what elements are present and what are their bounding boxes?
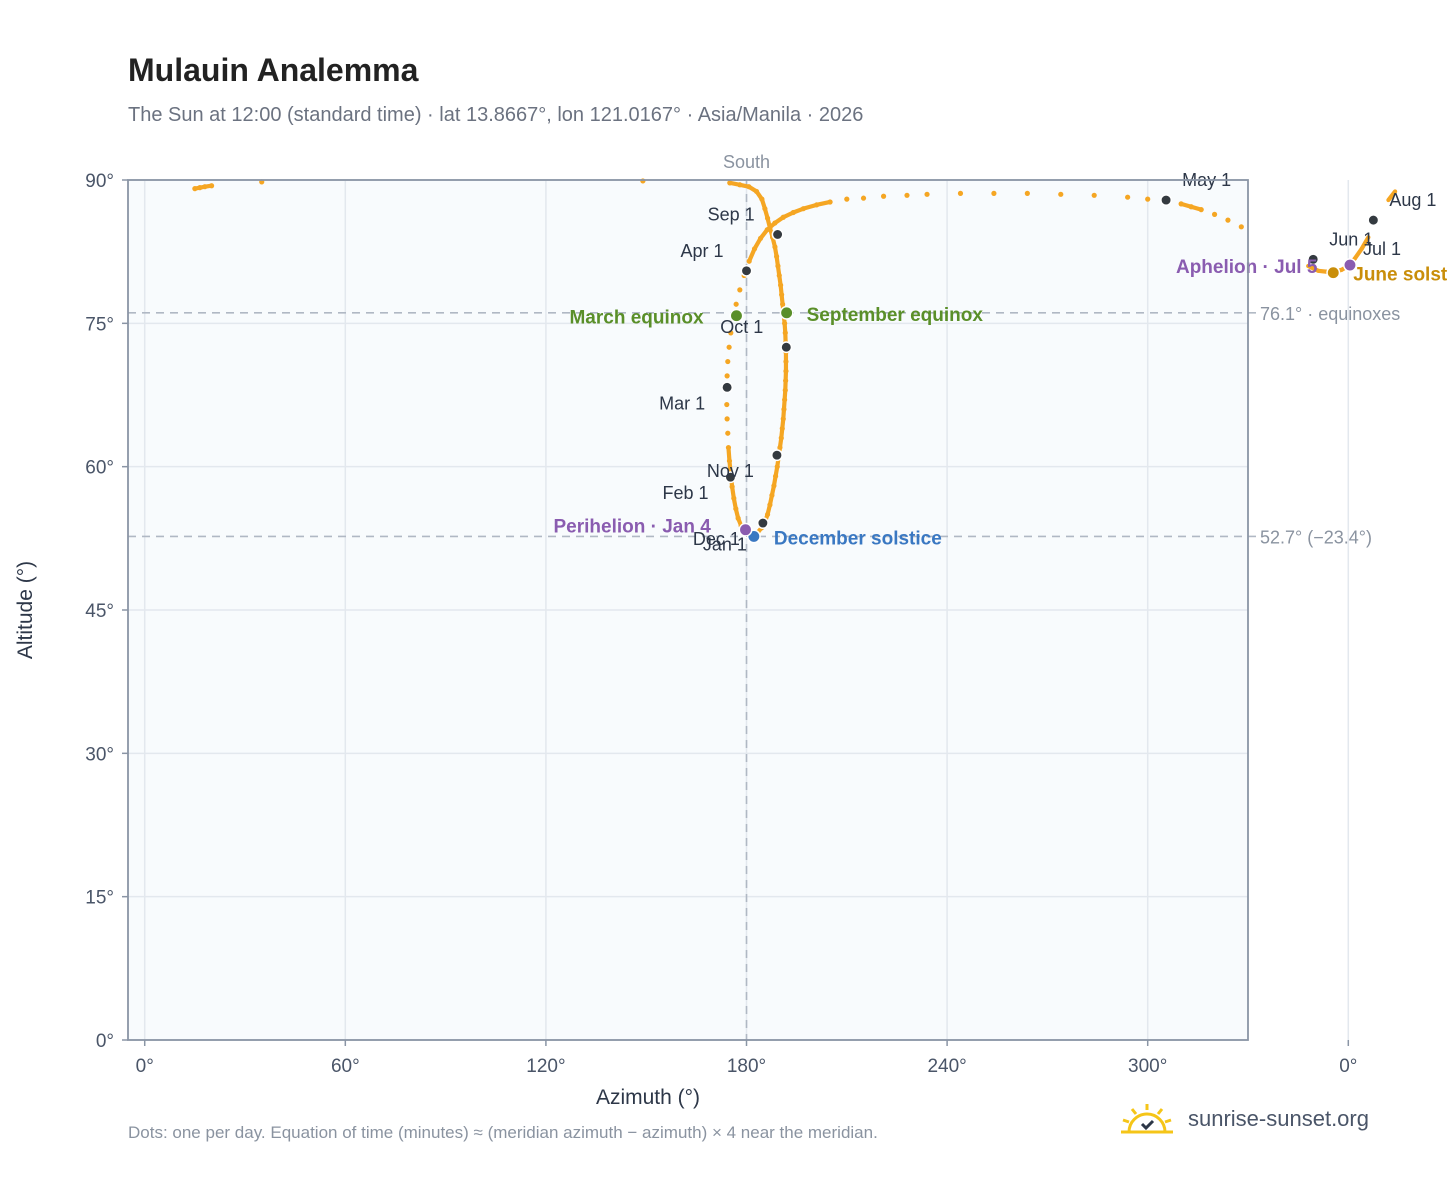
y-tick-label: 15° bbox=[85, 888, 114, 909]
month-marker bbox=[721, 381, 734, 394]
event-label: March equinox bbox=[569, 308, 704, 329]
daily-dot bbox=[1225, 217, 1231, 223]
x-tick-label: 0° bbox=[1339, 1056, 1357, 1077]
month-label: Aug 1 bbox=[1389, 190, 1436, 210]
month-marker bbox=[1307, 253, 1320, 266]
event-label: Perihelion · Jan 4 bbox=[554, 517, 712, 538]
y-tick-label: 0° bbox=[96, 1031, 114, 1052]
event-marker bbox=[1343, 258, 1357, 272]
daily-dot bbox=[724, 401, 730, 408]
axes: 0° 60° 120° 180° 240° 300° 0° 0° 15° 30° 45° 60° 75°… bbox=[14, 171, 1357, 1109]
meridian-label: South bbox=[723, 152, 770, 172]
daily-dot bbox=[957, 190, 964, 196]
month-marker bbox=[1367, 214, 1380, 227]
x-axis-label: Azimuth (°) bbox=[596, 1086, 700, 1109]
daily-dot bbox=[844, 196, 850, 202]
daily-dot bbox=[1211, 211, 1218, 217]
month-label: Jan 1 bbox=[703, 535, 747, 555]
footnote: Dots: one per day. Equation of time (min… bbox=[128, 1123, 878, 1142]
daily-dot bbox=[860, 195, 867, 201]
month-label: Oct 1 bbox=[720, 317, 763, 337]
curve-segment bbox=[814, 199, 833, 207]
x-tick-label: 180° bbox=[727, 1056, 766, 1077]
reference-lines: 76.1° · equinoxes 52.7° (−23.4°) South bbox=[128, 152, 1400, 1040]
ref-line-label: 52.7° (−23.4°) bbox=[1260, 527, 1372, 547]
curve-segment bbox=[1189, 204, 1204, 212]
brand-name: sunrise-sunset.org bbox=[1188, 1106, 1369, 1131]
month-label: Nov 1 bbox=[707, 461, 754, 481]
event-label: Aphelion · Jul 5 bbox=[1176, 257, 1318, 278]
x-tick-label: 300° bbox=[1128, 1056, 1167, 1077]
month-marker bbox=[756, 517, 769, 529]
curve-segment bbox=[202, 183, 214, 189]
daily-dot bbox=[1125, 194, 1131, 200]
y-tick-label: 75° bbox=[85, 314, 114, 335]
daily-dot bbox=[725, 430, 731, 436]
chart-subtitle: The Sun at 12:00 (standard time) · lat 1… bbox=[128, 104, 864, 126]
daily-dot bbox=[904, 192, 910, 198]
daily-dot bbox=[725, 358, 731, 365]
y-tick-label: 45° bbox=[85, 601, 114, 622]
event-label: December solstice bbox=[774, 528, 942, 549]
event-marker bbox=[738, 522, 753, 537]
y-tick-label: 90° bbox=[85, 171, 114, 192]
plot-frame bbox=[127, 179, 1249, 1041]
y-tick-label: 30° bbox=[85, 744, 114, 765]
month-marker bbox=[780, 341, 793, 354]
daily-dot bbox=[726, 344, 732, 350]
chart-title: Mulauin Analemma bbox=[128, 52, 419, 88]
daily-dot bbox=[724, 373, 730, 379]
curve-segment bbox=[747, 246, 757, 264]
month-label: Sep 1 bbox=[708, 204, 755, 224]
daily-dot bbox=[724, 416, 730, 422]
event-label: September equinox bbox=[807, 305, 984, 326]
event-marker bbox=[1326, 265, 1341, 280]
daily-dot bbox=[991, 190, 997, 196]
x-tick-label: 0° bbox=[136, 1056, 154, 1077]
event-marker bbox=[779, 305, 794, 320]
x-tick-label: 60° bbox=[331, 1056, 360, 1077]
daily-dot bbox=[1145, 196, 1151, 202]
y-axis-label: Altitude (°) bbox=[14, 561, 37, 659]
curve-segment bbox=[801, 202, 819, 211]
curve-segment bbox=[726, 445, 732, 464]
brand-logo[interactable]: sunrise-sunset.org bbox=[1120, 1102, 1369, 1136]
daily-dot bbox=[924, 191, 930, 197]
daily-dot bbox=[733, 301, 739, 307]
curve-segment bbox=[1386, 189, 1398, 203]
curve-segment bbox=[1359, 235, 1371, 251]
event-marker bbox=[729, 308, 744, 323]
y-tick-label: 60° bbox=[85, 458, 114, 479]
month-label: Jun 1 bbox=[1329, 229, 1373, 249]
month-marker bbox=[1160, 194, 1173, 207]
month-marker bbox=[740, 264, 753, 277]
daily-dot bbox=[1024, 190, 1030, 196]
month-marker bbox=[771, 228, 784, 241]
daily-dot bbox=[1238, 224, 1244, 230]
grid-lines bbox=[128, 179, 1350, 1041]
ref-line-label: 76.1° · equinoxes bbox=[1260, 304, 1400, 324]
daily-dot bbox=[1091, 192, 1097, 198]
sun-icon bbox=[1121, 1104, 1173, 1134]
month-label: Dec 1 bbox=[693, 529, 740, 549]
daily-dot bbox=[880, 193, 887, 199]
daily-dot bbox=[728, 330, 734, 336]
daily-dot bbox=[1058, 191, 1064, 197]
month-label: Apr 1 bbox=[681, 241, 724, 261]
month-label: Jul 1 bbox=[1363, 239, 1401, 259]
daily-dot bbox=[737, 287, 743, 293]
event-label: June solstice bbox=[1353, 265, 1448, 286]
x-tick-label: 240° bbox=[927, 1056, 966, 1077]
month-label: Feb 1 bbox=[662, 483, 708, 503]
x-tick-label: 120° bbox=[526, 1056, 565, 1077]
month-label: Mar 1 bbox=[659, 393, 705, 413]
month-marker bbox=[770, 449, 783, 462]
month-marker bbox=[724, 471, 737, 484]
